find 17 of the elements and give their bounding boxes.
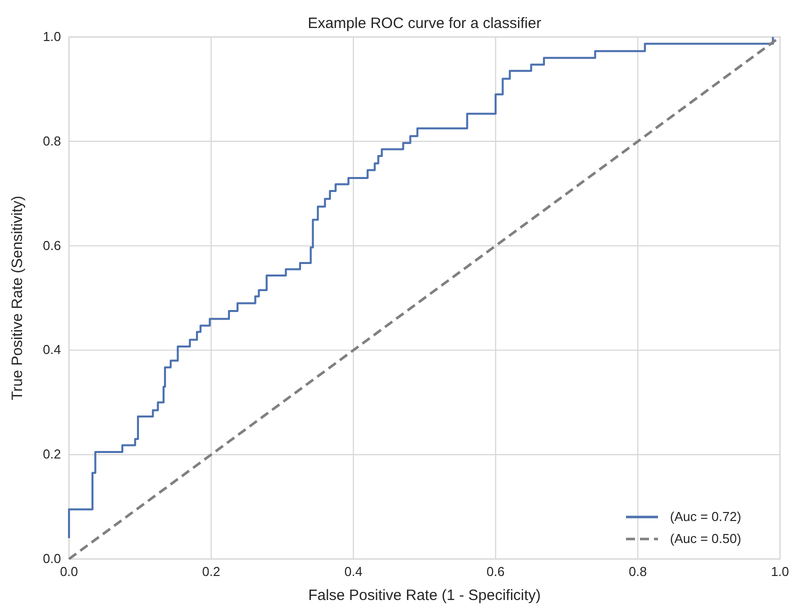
x-tick-label: 0.0 <box>60 564 78 579</box>
legend-label: (Auc = 0.72) <box>670 509 742 524</box>
y-tick-label: 0.8 <box>42 133 61 148</box>
x-tick-label: 0.4 <box>344 564 362 579</box>
x-tick-label: 0.6 <box>486 564 505 579</box>
y-tick-label: 0.4 <box>42 342 61 358</box>
x-tick-label: 0.8 <box>628 564 647 579</box>
y-tick-label: 0.2 <box>42 446 61 462</box>
legend-label: (Auc = 0.50) <box>670 531 742 546</box>
chart-title: Example ROC curve for a classifier <box>308 15 542 32</box>
y-tick-label: 1.0 <box>42 29 61 44</box>
x-tick-label: 0.2 <box>202 564 220 579</box>
x-tick-label: 1.0 <box>770 564 790 579</box>
y-tick-label: 0.0 <box>42 551 61 566</box>
y-axis-title: True Positive Rate (Sensitivity) <box>9 196 26 400</box>
x-axis-title: False Positive Rate (1 - Specificity) <box>308 587 541 604</box>
y-tick-label: 0.6 <box>42 238 61 253</box>
